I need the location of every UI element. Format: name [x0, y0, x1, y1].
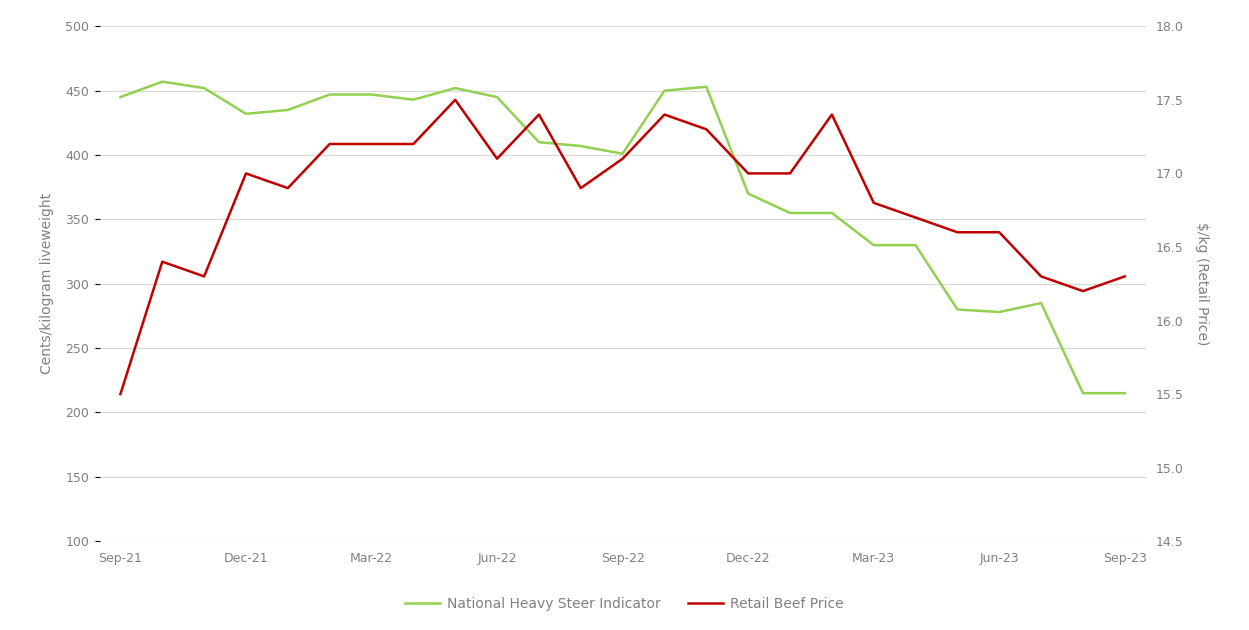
Retail Beef Price: [322, 140, 337, 148]
National Heavy Steer Indicator: [824, 209, 839, 217]
National Heavy Steer Indicator: [741, 190, 756, 197]
National Heavy Steer Indicator: [155, 78, 170, 86]
National Heavy Steer Indicator: [239, 110, 254, 118]
National Heavy Steer Indicator: [657, 87, 672, 94]
Retail Beef Price: [783, 169, 798, 177]
Retail Beef Price: [908, 214, 923, 221]
Retail Beef Price: [490, 155, 505, 163]
Retail Beef Price: [112, 391, 127, 398]
Retail Beef Price: [363, 140, 378, 148]
Retail Beef Price: [447, 96, 462, 103]
Retail Beef Price: [741, 169, 756, 177]
Legend: National Heavy Steer Indicator, Retail Beef Price: National Heavy Steer Indicator, Retail B…: [400, 592, 849, 617]
National Heavy Steer Indicator: [950, 306, 965, 313]
Retail Beef Price: [1118, 273, 1133, 280]
Retail Beef Price: [573, 185, 588, 192]
Retail Beef Price: [699, 125, 714, 133]
Line: National Heavy Steer Indicator: National Heavy Steer Indicator: [120, 82, 1125, 393]
National Heavy Steer Indicator: [1118, 389, 1133, 397]
National Heavy Steer Indicator: [699, 83, 714, 91]
National Heavy Steer Indicator: [615, 150, 629, 158]
National Heavy Steer Indicator: [867, 241, 882, 249]
National Heavy Steer Indicator: [280, 106, 295, 114]
National Heavy Steer Indicator: [573, 142, 588, 150]
National Heavy Steer Indicator: [322, 91, 337, 98]
Retail Beef Price: [824, 111, 839, 118]
Retail Beef Price: [867, 199, 882, 207]
National Heavy Steer Indicator: [1034, 299, 1049, 307]
Retail Beef Price: [280, 185, 295, 192]
National Heavy Steer Indicator: [908, 241, 923, 249]
National Heavy Steer Indicator: [490, 93, 505, 101]
Line: Retail Beef Price: Retail Beef Price: [120, 100, 1125, 394]
Retail Beef Price: [406, 140, 421, 148]
Retail Beef Price: [196, 273, 211, 280]
Retail Beef Price: [531, 111, 546, 118]
National Heavy Steer Indicator: [992, 308, 1007, 316]
Retail Beef Price: [950, 229, 965, 236]
National Heavy Steer Indicator: [1075, 389, 1090, 397]
Retail Beef Price: [1034, 273, 1049, 280]
National Heavy Steer Indicator: [363, 91, 378, 98]
National Heavy Steer Indicator: [196, 84, 211, 92]
Retail Beef Price: [155, 258, 170, 265]
National Heavy Steer Indicator: [112, 93, 127, 101]
Y-axis label: Cents/kilogram liveweight: Cents/kilogram liveweight: [40, 193, 54, 374]
Y-axis label: $/kg (Retail Price): $/kg (Retail Price): [1195, 222, 1209, 345]
Retail Beef Price: [657, 111, 672, 118]
Retail Beef Price: [239, 169, 254, 177]
National Heavy Steer Indicator: [406, 96, 421, 103]
Retail Beef Price: [992, 229, 1007, 236]
Retail Beef Price: [1075, 287, 1090, 295]
National Heavy Steer Indicator: [447, 84, 462, 92]
National Heavy Steer Indicator: [783, 209, 798, 217]
National Heavy Steer Indicator: [531, 139, 546, 146]
Retail Beef Price: [615, 155, 629, 163]
